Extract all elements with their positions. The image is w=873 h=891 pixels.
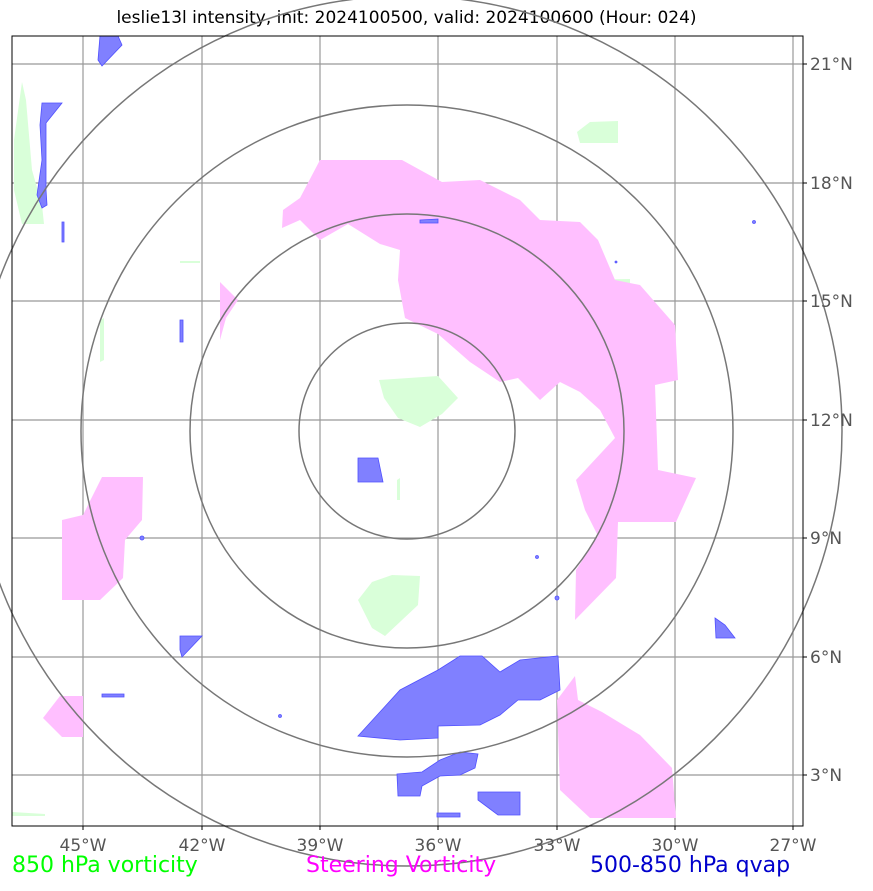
lon-label-42w: 42°W xyxy=(179,836,226,856)
lat-label-12n: 12°N xyxy=(810,411,853,431)
lat-label-6n: 6°N xyxy=(810,648,842,668)
steering-west-patch xyxy=(43,696,83,737)
lon-label-45w: 45°W xyxy=(60,836,107,856)
qvap-large-patch xyxy=(357,655,561,741)
legend-steering-vorticity: Steering Vorticity xyxy=(306,853,497,878)
qvap-speck xyxy=(614,260,618,264)
steering-west-patch xyxy=(220,282,238,340)
steering-southeast-patch xyxy=(557,676,676,818)
plot-frame-border xyxy=(11,35,804,827)
vort850-patch xyxy=(180,261,200,263)
latitude-labels: 21°N 18°N 15°N 12°N 9°N 6°N 3°N xyxy=(810,55,853,786)
vort850-patch xyxy=(358,575,420,636)
map-title: leslie13l intensity, init: 2024100500, v… xyxy=(116,8,697,28)
qvap-patch xyxy=(477,791,521,816)
qvap-patch xyxy=(396,751,479,797)
lon-label-36w: 36°W xyxy=(415,836,462,856)
range-ring-inner xyxy=(298,322,516,540)
vort850-patch xyxy=(14,82,44,224)
qvap-speck xyxy=(139,535,145,541)
qvap-patch xyxy=(61,221,65,243)
lat-label-9n: 9°N xyxy=(810,529,842,549)
steering-west-patch xyxy=(62,477,143,600)
vort850-patch xyxy=(12,812,45,816)
lat-label-3n: 3°N xyxy=(810,766,842,786)
range-ring-2 xyxy=(189,213,625,649)
qvap-speck xyxy=(752,220,756,224)
qvap-patch xyxy=(357,457,384,483)
qvap-speck xyxy=(278,714,282,718)
lon-label-30w: 30°W xyxy=(652,836,699,856)
steering-vorticity-fields xyxy=(43,160,696,818)
vort850-patch xyxy=(379,376,458,427)
tick-marks xyxy=(82,63,807,830)
legend-850-vorticity: 850 hPa vorticity xyxy=(12,853,198,878)
longitude-labels: 45°W 42°W 39°W 36°W 33°W 30°W 27°W xyxy=(60,836,817,856)
lon-label-39w: 39°W xyxy=(297,836,344,856)
qvap-patch xyxy=(101,693,125,698)
qvap-speck xyxy=(535,555,539,559)
steering-main-band xyxy=(282,160,696,620)
lat-label-18n: 18°N xyxy=(810,174,853,194)
qvap-patch xyxy=(419,218,439,224)
qvap-patch xyxy=(714,617,736,639)
qvap-patch xyxy=(436,812,461,818)
qvap-patch xyxy=(36,102,63,209)
vort850-patch xyxy=(100,318,104,362)
lat-label-21n: 21°N xyxy=(810,55,853,75)
qvap-fields xyxy=(36,35,756,818)
legend-qvap: 500-850 hPa qvap xyxy=(590,853,791,878)
lon-label-27w: 27°W xyxy=(770,836,817,856)
range-ring-3 xyxy=(80,104,734,758)
lat-label-15n: 15°N xyxy=(810,292,853,312)
qvap-speck xyxy=(554,595,560,601)
qvap-patch xyxy=(179,635,203,658)
range-rings xyxy=(0,0,843,867)
vort850-patch xyxy=(577,121,618,143)
lon-label-33w: 33°W xyxy=(534,836,581,856)
range-ring-outer xyxy=(0,0,843,867)
qvap-patch xyxy=(179,319,184,343)
vort850-patch xyxy=(397,478,400,500)
